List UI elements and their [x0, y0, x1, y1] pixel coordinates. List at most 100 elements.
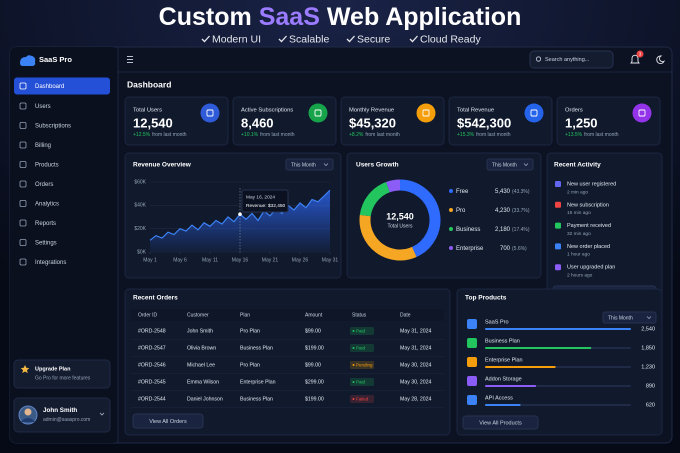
table-cell: Emma Wilson — [187, 379, 219, 385]
table-cell: May 30, 2024 — [400, 379, 432, 385]
period-dropdown[interactable]: This Month — [285, 158, 334, 171]
dropdown-label: This Month — [291, 162, 316, 168]
nav-icon — [19, 239, 27, 246]
view-orders-button[interactable]: View All Orders — [132, 413, 204, 429]
nav-icon — [19, 102, 27, 110]
change-value: +12.5% — [133, 132, 151, 138]
y-tick-label: $60K — [134, 179, 146, 185]
table-cell: #ORD-2547 — [138, 345, 166, 351]
user-name: John Smith — [43, 407, 77, 414]
button-bg — [132, 413, 204, 429]
panel-title: Revenue Overview — [133, 162, 192, 169]
stat-icon — [416, 103, 436, 123]
column-header: Amount — [305, 312, 323, 318]
nav-item[interactable]: Dashboard — [14, 77, 110, 95]
stat-icon-glyph — [422, 109, 430, 117]
product-bar — [485, 347, 592, 349]
logo-icon — [20, 55, 36, 66]
table-cell: $99.00 — [305, 328, 321, 334]
product-value: 1,230 — [641, 364, 655, 370]
legend-dot — [449, 227, 453, 231]
activity-text: Payment received — [567, 223, 611, 229]
feature-label: Secure — [357, 33, 390, 45]
nav-item[interactable]: Billing — [19, 141, 51, 149]
x-tick-label: May 6 — [173, 257, 187, 263]
avatar-body — [21, 418, 35, 422]
column-header: Customer — [187, 312, 209, 318]
title-part: Web Application — [327, 3, 521, 31]
table-cell: Daniel Johnson — [187, 396, 223, 402]
stat-change: +12.5% from last month — [133, 132, 187, 138]
table-cell: $199.00 — [305, 345, 324, 351]
upgrade-text: Go Pro for more features — [35, 375, 91, 381]
nav-label: Dashboard — [35, 84, 64, 90]
table-cell: May 31, 2024 — [400, 345, 432, 351]
tooltip-box — [241, 189, 289, 213]
search-box[interactable]: Search anything... — [529, 50, 614, 69]
stat-value: 1,250 — [565, 115, 598, 130]
chevron-icon — [523, 163, 529, 167]
x-tick-label: May 26 — [292, 257, 309, 263]
feature-label: Scalable — [289, 33, 329, 45]
nav-item[interactable]: Integrations — [19, 258, 66, 266]
upgrade-title: Upgrade Plan — [35, 366, 71, 372]
stat-change: +13.5% from last month — [565, 132, 619, 138]
status-dot — [352, 381, 355, 383]
nav-item[interactable]: Reports — [19, 219, 56, 227]
menu-button[interactable] — [127, 56, 133, 63]
legend-percent: (43.3%) — [512, 189, 530, 195]
change-note: from last month — [152, 132, 187, 138]
change-value: +15.3% — [457, 132, 475, 138]
donut-total-label: Total Users — [387, 223, 413, 229]
table-cell: Pro Plan — [240, 362, 260, 368]
upgrade-card[interactable]: Upgrade Plan Go Pro for more features — [13, 359, 111, 389]
stat-label: Total Users — [133, 108, 162, 114]
activity-text: New user registered — [567, 181, 616, 187]
view-products-button[interactable]: View All Products — [462, 415, 539, 430]
logo-text: SaaS Pro — [39, 55, 72, 64]
table-cell: $299.00 — [305, 379, 324, 385]
product-name: Addon Storage — [485, 376, 522, 382]
nav-item[interactable]: Products — [19, 161, 59, 169]
donut-total: 12,540 — [386, 211, 414, 221]
activity-text: User upgraded plan — [567, 265, 615, 271]
column-header: Order ID — [138, 312, 158, 318]
stat-value: 8,460 — [241, 115, 274, 130]
change-note: from last month — [584, 132, 619, 138]
nav-item[interactable]: Analytics — [19, 200, 59, 208]
nav-item[interactable]: Users — [19, 102, 51, 110]
x-tick-label: May 11 — [202, 257, 218, 263]
nav-item[interactable]: Settings — [19, 239, 57, 247]
product-bar — [485, 385, 537, 387]
legend-label: Free — [456, 189, 469, 195]
activity-text: New subscription — [567, 202, 609, 208]
user-card[interactable]: John Smith admin@saaspro.com — [13, 397, 111, 433]
status-label: Paid — [356, 328, 366, 333]
theme-toggle[interactable] — [656, 55, 665, 65]
nav-item[interactable]: Subscriptions — [19, 122, 71, 130]
nav-label: Orders — [35, 182, 53, 188]
period-dropdown[interactable]: This Month — [486, 158, 534, 171]
change-value: +8.2% — [349, 132, 364, 138]
product-icon — [467, 395, 477, 405]
activity-time: 2 hours ago — [567, 272, 593, 278]
status-dot — [352, 398, 355, 400]
nav-item[interactable]: Orders — [19, 180, 53, 188]
legend-value: 2,180 — [495, 227, 511, 233]
x-tick-label: May 1 — [143, 257, 157, 263]
status-label: Paid — [356, 345, 366, 350]
stat-icon-glyph — [638, 109, 646, 117]
donut-segment — [359, 181, 391, 217]
table-header-bg — [131, 309, 444, 321]
stat-value: $45,320 — [349, 115, 396, 130]
legend-value: 5,430 — [495, 189, 511, 195]
chevron-icon — [99, 412, 105, 416]
badge-count: 3 — [639, 51, 642, 56]
period-dropdown[interactable]: This Month — [602, 311, 657, 324]
nav-label: Reports — [35, 221, 56, 227]
check-icon — [201, 35, 210, 43]
stat-icon — [200, 103, 220, 123]
stat-change: +15.3% from last month — [457, 132, 511, 138]
donut-segment — [386, 179, 401, 193]
notification-bell[interactable]: 3 — [630, 50, 644, 64]
